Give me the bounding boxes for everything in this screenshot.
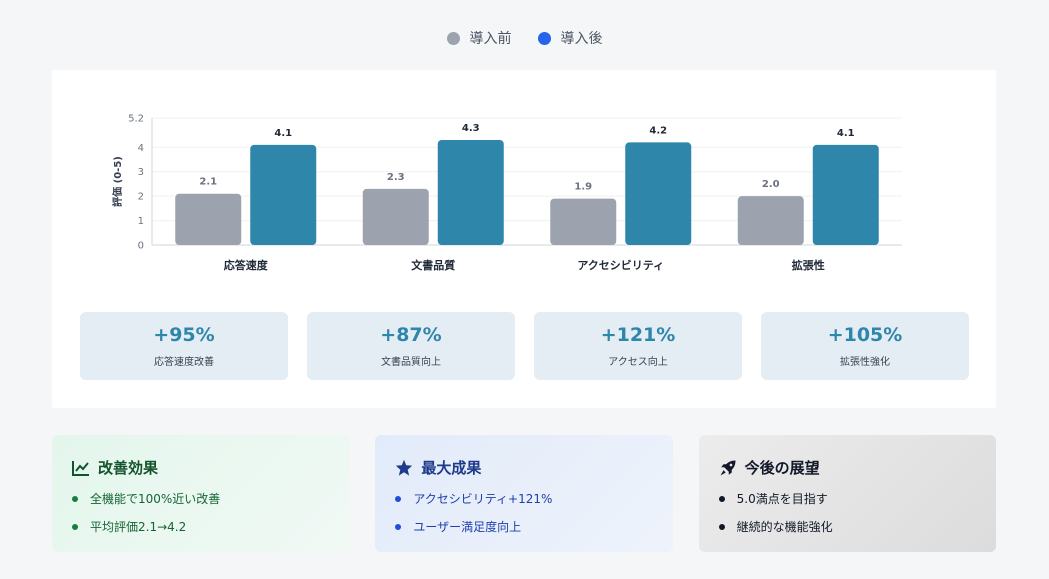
rocket-icon — [719, 459, 737, 477]
list-item: ユーザー満足度向上 — [395, 518, 652, 535]
bullet-icon — [718, 523, 725, 530]
stat-label: 文書品質向上 — [381, 356, 441, 368]
stat-value: +95% — [153, 324, 215, 347]
x-tick-label: 応答速度 — [224, 258, 269, 272]
bar-after — [812, 144, 879, 245]
y-tick-label: 4 — [138, 143, 144, 154]
legend-item-before[interactable]: 導入前 — [446, 28, 512, 48]
y-tick-label: 2 — [138, 192, 144, 203]
stat-value: +105% — [827, 324, 903, 347]
list-item: 継続的な機能強化 — [718, 518, 976, 535]
improvement-title-text: 改善効果 — [98, 459, 159, 477]
legend-swatch-before — [446, 31, 460, 45]
stat-card-extensibility: +105% 拡張性強化 — [761, 312, 969, 380]
x-tick-label: アクセシビリティ — [577, 258, 664, 272]
bar-after — [625, 142, 692, 245]
stat-card-access: +121% アクセス向上 — [534, 312, 742, 380]
chart-line-icon — [72, 460, 90, 476]
bullet-icon — [395, 495, 402, 502]
list-item: 5.0満点を目指す — [718, 490, 976, 507]
improvement-list: 全機能で100%近い改善 平均評価2.1→4.2 — [72, 490, 329, 535]
data-label: 4.3 — [462, 123, 480, 134]
list-item: アクセシビリティ+121% — [395, 490, 652, 507]
y-tick-label: 3 — [138, 167, 144, 178]
stat-card-speed: +95% 応答速度改善 — [80, 312, 288, 380]
bar-before — [175, 193, 242, 245]
stats-row: +95% 応答速度改善 +87% 文書品質向上 +121% アクセス向上 +10… — [80, 312, 969, 380]
legend-swatch-after — [537, 31, 551, 45]
bullet-icon — [72, 495, 78, 502]
bar-after — [437, 139, 504, 245]
list-item-text: 5.0満点を目指す — [736, 492, 828, 506]
summary-cards: 改善効果 全機能で100%近い改善 平均評価2.1→4.2 最大成果 アクセシビ… — [52, 435, 996, 552]
list-item-text: ユーザー満足度向上 — [413, 520, 522, 534]
data-label: 4.2 — [649, 125, 667, 136]
achievement-list: アクセシビリティ+121% ユーザー満足度向上 — [395, 490, 652, 535]
bar-before — [737, 196, 804, 245]
achievement-title-text: 最大成果 — [421, 459, 482, 477]
star-icon — [395, 459, 413, 476]
stat-label: 応答速度改善 — [154, 356, 214, 368]
list-item-text: アクセシビリティ+121% — [413, 492, 553, 506]
outlook-list: 5.0満点を目指す 継続的な機能強化 — [718, 490, 976, 535]
legend-label-after: 導入後 — [560, 31, 603, 47]
bar-chart: 0 1 2 3 4 5.2 評価 (0-5) 2.1 4.1 応答速度 2.3 4.3 文書品質 1.9 4… — [111, 114, 902, 272]
data-label: 4.1 — [274, 128, 292, 139]
y-axis-label: 評価 (0-5) — [111, 156, 124, 207]
outlook-title-text: 今後の展望 — [744, 459, 820, 477]
stat-value: +87% — [380, 324, 442, 347]
bullet-icon — [718, 495, 725, 502]
achievement-card: 最大成果 アクセシビリティ+121% ユーザー満足度向上 — [375, 435, 673, 552]
stat-value: +121% — [600, 324, 676, 347]
bar-before — [550, 198, 617, 245]
stat-label: 拡張性強化 — [840, 356, 890, 368]
list-item-text: 全機能で100%近い改善 — [90, 492, 221, 506]
list-item-text: 平均評価2.1→4.2 — [90, 520, 187, 534]
bar-before — [362, 188, 429, 245]
y-tick-label: 5.2 — [128, 114, 144, 125]
list-item: 平均評価2.1→4.2 — [72, 518, 329, 535]
list-item: 全機能で100%近い改善 — [72, 490, 329, 507]
chart-legend: 導入前 導入後 — [0, 28, 1049, 48]
data-label: 2.0 — [762, 179, 780, 190]
achievement-card-title: 最大成果 — [395, 457, 652, 478]
legend-label-before: 導入前 — [469, 31, 512, 47]
bullet-icon — [395, 523, 402, 530]
y-tick-label: 0 — [138, 241, 144, 252]
outlook-card-title: 今後の展望 — [719, 457, 976, 478]
improvement-card-title: 改善効果 — [72, 457, 329, 478]
legend-item-after[interactable]: 導入後 — [537, 28, 603, 48]
stat-card-quality: +87% 文書品質向上 — [307, 312, 515, 380]
data-label: 1.9 — [574, 182, 592, 193]
y-tick-label: 1 — [138, 216, 144, 227]
outlook-card: 今後の展望 5.0満点を目指す 継続的な機能強化 — [698, 435, 996, 552]
x-tick-label: 文書品質 — [411, 258, 455, 272]
list-item-text: 継続的な機能強化 — [736, 520, 833, 534]
x-tick-label: 拡張性 — [792, 258, 825, 272]
improvement-card: 改善効果 全機能で100%近い改善 平均評価2.1→4.2 — [52, 435, 350, 552]
data-label: 2.3 — [387, 172, 405, 183]
stat-label: アクセス向上 — [608, 356, 668, 368]
bar-after — [250, 144, 317, 245]
bullet-icon — [72, 523, 78, 530]
data-label: 2.1 — [199, 177, 217, 188]
data-label: 4.1 — [837, 128, 855, 139]
